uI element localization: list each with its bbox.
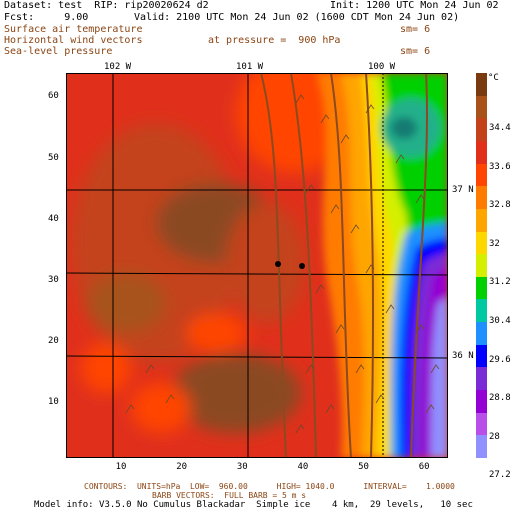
- field-slp: Sea-level pressure: [4, 46, 113, 57]
- x-tick-label: 10: [115, 462, 127, 472]
- colorbar-swatch: [476, 231, 487, 255]
- colorbar-label: 30.4: [489, 316, 511, 326]
- model-info: Model info: V3.5.0 No Cumulus Blackadar …: [34, 500, 473, 510]
- colorbar-label: 32: [489, 238, 500, 249]
- lon-label-102w: 102 W: [104, 62, 132, 72]
- lon-label-101w: 101 W: [236, 62, 264, 72]
- y-tick-label: 50: [48, 152, 59, 163]
- colorbar-label: 32.8: [489, 200, 511, 211]
- temperature-map: [66, 73, 448, 458]
- init-time: Init: 1200 UTC Mon 24 Jun 02: [330, 0, 499, 11]
- forecast-hour: Fcst: 9.00: [4, 12, 89, 23]
- colorbar-swatch: [476, 140, 487, 165]
- field-wind-pressure: at pressure = 900 hPa: [208, 35, 341, 46]
- lat-label-36n: 36 N: [452, 351, 474, 361]
- colorbar-unit: °C: [488, 73, 499, 83]
- colorbar-label: 27.2: [489, 470, 511, 481]
- x-tick-label: 50: [358, 462, 369, 472]
- colorbar-swatch: [476, 322, 487, 346]
- x-tick-label: 60: [418, 462, 430, 472]
- dataset-label: Dataset: test RIP: rip20020624 d2: [4, 0, 209, 11]
- colorbar-swatch: [476, 118, 487, 142]
- y-tick-label: 40: [48, 213, 59, 224]
- station-marker: [275, 261, 281, 267]
- x-tick-label: 30: [236, 462, 248, 472]
- y-tick-label: 30: [48, 274, 59, 285]
- colorbar-label: 33.6: [489, 161, 511, 172]
- x-tick-label: 20: [176, 462, 188, 472]
- wind-barbs: [125, 94, 440, 434]
- colorbar-swatch: [476, 367, 487, 391]
- contour-info: CONTOURS: UNITS=hPa LOW= 960.00 HIGH= 10…: [84, 482, 455, 491]
- colorbar-swatch: [476, 412, 487, 436]
- y-tick-label: 10: [48, 397, 59, 407]
- colorbar-swatch: [476, 208, 487, 233]
- colorbar-swatch: [476, 299, 487, 323]
- colorbar-swatch: [476, 435, 487, 459]
- colorbar-swatch: [476, 73, 487, 97]
- colorbar: [476, 73, 487, 459]
- slp-contours: [260, 73, 429, 458]
- colorbar-swatch: [476, 186, 487, 210]
- field-surface-temp-smoothing: sm= 6: [400, 24, 431, 35]
- y-tick-label: 20: [48, 335, 59, 346]
- field-surface-temp: Surface air temperature: [4, 24, 143, 35]
- colorbar-label: 29.6: [489, 354, 511, 365]
- station-marker: [299, 263, 305, 269]
- y-tick-label: 60: [48, 91, 59, 102]
- boundaries: [66, 73, 448, 458]
- plot-frame: [66, 73, 448, 458]
- colorbar-swatch: [476, 254, 487, 278]
- field-slp-smoothing: sm= 6: [400, 46, 431, 57]
- barb-info: BARB VECTORS: FULL BARB = 5 m s: [152, 491, 307, 500]
- colorbar-swatch: [476, 390, 487, 414]
- colorbar-swatch: [476, 163, 487, 187]
- valid-time: Valid: 2100 UTC Mon 24 Jun 02 (1600 CDT …: [134, 12, 460, 23]
- field-wind-vectors: Horizontal wind vectors: [4, 35, 143, 46]
- x-tick-label: 40: [297, 462, 309, 472]
- colorbar-swatch: [476, 344, 487, 368]
- colorbar-swatch: [476, 276, 487, 300]
- lon-label-100w: 100 W: [368, 62, 396, 72]
- colorbar-label: 34.4: [489, 123, 511, 133]
- lat-label-37n: 37 N: [452, 185, 474, 195]
- colorbar-swatch: [476, 95, 487, 119]
- colorbar-label: 28: [489, 431, 500, 442]
- colorbar-label: 28.8: [489, 393, 511, 404]
- colorbar-label: 31.2: [489, 277, 511, 288]
